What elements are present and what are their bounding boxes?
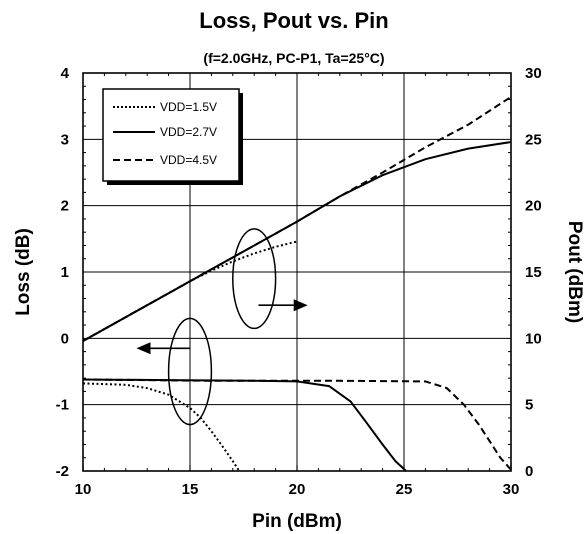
annotation-arrow-head <box>136 342 151 355</box>
y-right-tick-label: 15 <box>525 264 542 281</box>
series-line-5 <box>82 378 407 472</box>
y-right-tick-label: 10 <box>525 330 542 347</box>
annotation-ellipse-1 <box>167 317 213 426</box>
x-axis-label: Pin (dBm) <box>252 511 342 532</box>
y-left-tick-label: -2 <box>56 463 69 480</box>
legend-shadow-bottom <box>107 181 243 185</box>
x-tick-label: 25 <box>396 481 413 498</box>
annotation-ellipse-3 <box>232 228 277 330</box>
y-right-tick-label: 0 <box>525 463 533 480</box>
x-tick-label: 10 <box>75 481 92 498</box>
y-left-tick-label: 3 <box>61 131 69 148</box>
legend-label-3: VDD=4.5V <box>160 153 217 167</box>
y-left-tick-label: 0 <box>61 330 69 347</box>
y-right-tick-label: 30 <box>525 65 542 82</box>
y-left-tick-label: 2 <box>61 198 69 215</box>
legend-shadow <box>239 93 243 185</box>
legend-box <box>102 88 240 182</box>
x-tick-label: 15 <box>182 481 199 498</box>
legend: VDD=1.5V VDD=2.7V VDD=4.5V <box>102 88 243 185</box>
x-tick-label: 20 <box>289 481 306 498</box>
legend-label-1: VDD=1.5V <box>160 100 217 114</box>
y-left-tick-label: -1 <box>56 397 69 414</box>
ticks: 10 15 20 25 30 -2 -1 0 1 2 3 4 0 5 10 15 20 25 30 <box>56 65 542 498</box>
annotations <box>136 228 308 426</box>
series-line-6 <box>82 378 512 471</box>
y-axis-label-right: Pout (dBm) <box>564 221 585 323</box>
legend-label-2: VDD=2.7V <box>160 125 217 139</box>
grid <box>83 73 511 471</box>
annotation-arrow-head <box>293 299 308 312</box>
y-left-tick-label: 1 <box>61 264 69 281</box>
series-line-1 <box>82 240 298 342</box>
y-left-tick-label: 4 <box>61 65 70 82</box>
y-right-tick-label: 5 <box>525 397 533 414</box>
chart-title: Loss, Pout vs. Pin <box>199 8 388 33</box>
chart-subtitle: (f=2.0GHz, PC-P1, Ta=25°C) <box>203 50 384 66</box>
x-tick-label: 30 <box>503 481 520 498</box>
y-right-tick-label: 20 <box>525 198 542 215</box>
series-line-4 <box>82 382 241 472</box>
y-axis-label-left: Loss (dB) <box>13 228 34 316</box>
y-right-tick-label: 25 <box>525 131 542 148</box>
